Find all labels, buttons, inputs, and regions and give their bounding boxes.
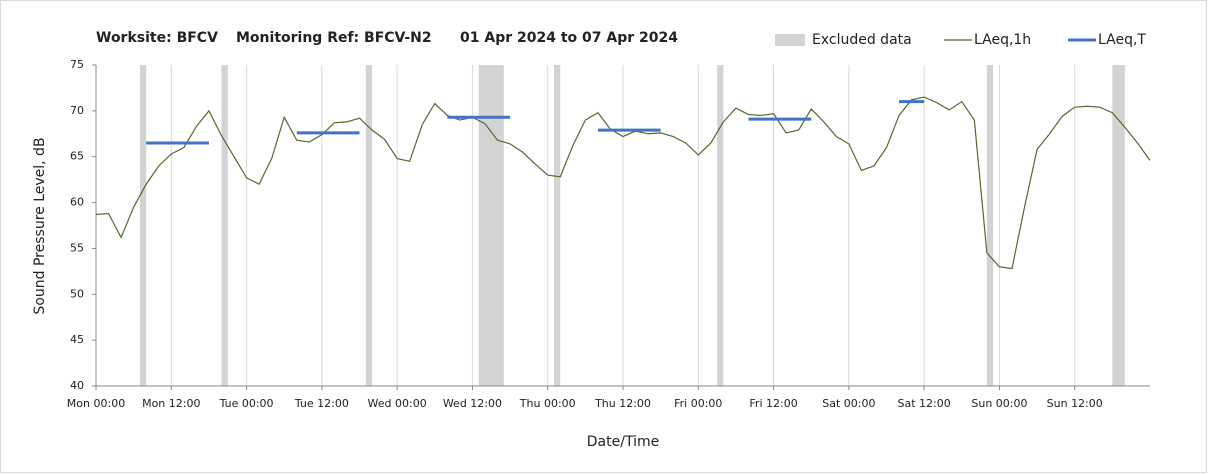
series-line [95,96,1151,270]
x-tick-label: Sat 12:00 [898,397,951,410]
x-tick-label: Sun 12:00 [1047,397,1103,410]
x-tick-label: Sun 00:00 [971,397,1027,410]
x-axis-label: Date/Time [587,434,659,450]
legend-label: Excluded data [812,32,912,48]
y-tick-label: 60 [70,196,84,209]
x-tick-label: Tue 12:00 [294,397,349,410]
chart-title: Monitoring Ref: BFCV-N2 [236,30,432,46]
y-tick-label: 55 [70,241,84,254]
x-tick-label: Thu 12:00 [594,397,651,410]
chart-title: 01 Apr 2024 to 07 Apr 2024 [460,30,678,46]
excluded-band [553,65,561,386]
excluded-band [717,65,724,386]
x-tick-label: Mon 12:00 [142,397,200,410]
y-tick-label: 65 [70,150,84,163]
x-tick-label: Fri 12:00 [749,397,797,410]
legend-label: LAeq,1h [974,32,1031,48]
y-tick-label: 70 [70,104,84,117]
y-tick-label: 50 [70,287,84,300]
chart-title: Worksite: BFCV [96,30,218,46]
x-tick-label: Mon 00:00 [67,397,125,410]
legend-swatch [775,34,805,46]
y-tick-label: 75 [70,58,84,71]
y-axis-label: Sound Pressure Level, dB [32,137,48,314]
excluded-band [478,65,504,386]
excluded-band [139,65,147,386]
x-tick-label: Fri 00:00 [674,397,722,410]
excluded-band [986,65,994,386]
legend-label: LAeq,T [1098,32,1146,48]
excluded-band [365,65,373,386]
x-tick-label: Tue 00:00 [219,397,274,410]
x-tick-label: Thu 00:00 [519,397,576,410]
y-tick-label: 45 [70,333,84,346]
x-tick-label: Sat 00:00 [822,397,875,410]
x-tick-label: Wed 00:00 [368,397,427,410]
excluded-band [1112,65,1125,386]
y-tick-label: 40 [70,379,84,392]
x-tick-label: Wed 12:00 [443,397,502,410]
excluded-band [221,65,228,386]
